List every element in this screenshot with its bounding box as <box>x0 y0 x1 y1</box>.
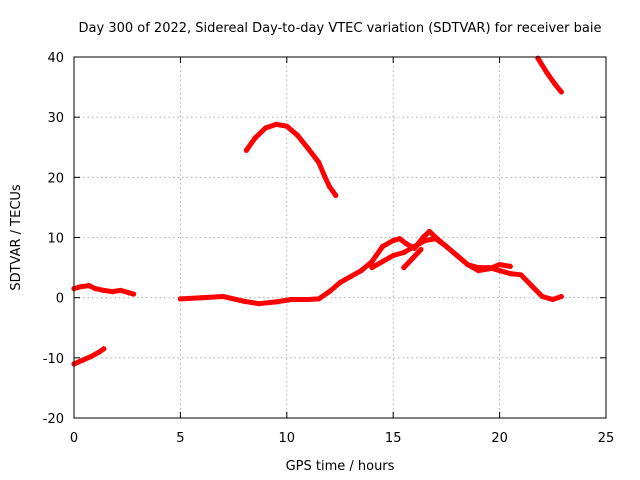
data-point <box>403 240 409 247</box>
data-point <box>390 252 396 259</box>
y-tick-label: 0 <box>56 292 64 307</box>
x-tick-label: 10 <box>279 431 296 446</box>
y-axis-title: SDTVAR / TECUs <box>9 184 24 291</box>
data-point <box>262 125 269 131</box>
data-point <box>96 349 103 355</box>
data-point <box>369 258 375 265</box>
data-point <box>79 357 86 363</box>
data-point <box>535 55 541 61</box>
data-point <box>396 236 403 242</box>
data-point <box>101 346 107 352</box>
data-point <box>284 123 290 129</box>
data-point <box>558 293 564 300</box>
chart-title: Day 300 of 2022, Sidereal Day-to-day VTE… <box>79 21 602 36</box>
data-point <box>326 289 332 295</box>
data-point <box>539 293 545 300</box>
data-point <box>379 258 386 265</box>
data-point <box>518 272 524 278</box>
data-point <box>454 252 460 259</box>
data-point <box>507 271 513 277</box>
x-tick-label: 25 <box>598 431 615 446</box>
data-point <box>552 81 558 87</box>
data-point <box>273 299 279 305</box>
data-point <box>294 132 301 138</box>
data-point <box>177 296 183 302</box>
series-line-segment-7 <box>535 55 564 95</box>
x-axis-title: GPS time / hours <box>286 459 395 474</box>
data-point <box>401 264 407 271</box>
data-point <box>241 298 247 304</box>
data-point <box>86 283 92 289</box>
data-point <box>550 296 556 303</box>
data-point <box>418 246 424 253</box>
data-point <box>409 255 415 262</box>
series-line-segment-6 <box>243 121 339 198</box>
data-point <box>273 121 279 127</box>
data-point <box>199 295 205 301</box>
data-point <box>486 266 492 272</box>
data-point <box>401 249 407 256</box>
data-point <box>443 243 449 250</box>
data-point <box>243 147 249 153</box>
data-point <box>316 159 322 165</box>
data-point <box>252 135 258 141</box>
data-point <box>433 236 439 242</box>
data-point <box>288 296 294 303</box>
grid <box>74 57 606 418</box>
data-point <box>497 267 503 274</box>
y-tick-label: -10 <box>43 352 64 367</box>
data-point <box>369 264 375 271</box>
data-point <box>348 274 354 280</box>
data-point <box>109 289 115 295</box>
data-point <box>333 192 339 198</box>
data-point <box>118 287 124 294</box>
data-point <box>326 183 332 189</box>
y-tick-label: -20 <box>43 412 64 427</box>
data-point <box>92 286 98 292</box>
data-point <box>305 296 311 303</box>
data-point <box>101 287 107 294</box>
data-point <box>220 293 226 300</box>
data-point <box>426 228 432 235</box>
data-point <box>130 291 137 297</box>
x-tick-label: 20 <box>491 431 508 446</box>
data-point <box>475 267 481 274</box>
data-point <box>558 89 564 95</box>
data-point <box>497 261 503 268</box>
data-point <box>390 237 396 244</box>
data-point <box>358 267 364 274</box>
data-point <box>411 243 418 250</box>
series-group <box>71 55 564 367</box>
data-point <box>507 263 513 269</box>
x-tick-label: 0 <box>70 431 78 446</box>
x-tick-label: 5 <box>176 431 184 446</box>
data-point <box>305 145 311 152</box>
data-point <box>322 174 328 180</box>
axis-ticks: 0 5 10 15 20 25 -20 -10 0 10 20 30 40 <box>43 51 615 446</box>
data-point <box>256 301 262 307</box>
y-tick-label: 20 <box>47 171 64 186</box>
data-point <box>379 243 386 250</box>
data-point <box>77 284 83 290</box>
data-point <box>422 237 428 244</box>
x-tick-label: 15 <box>385 431 402 446</box>
data-point <box>465 261 471 268</box>
y-tick-label: 10 <box>47 232 64 247</box>
data-point <box>543 69 550 75</box>
data-point <box>316 296 322 302</box>
data-point <box>337 280 343 286</box>
data-point <box>88 354 94 360</box>
data-point <box>126 290 132 296</box>
y-tick-label: 30 <box>47 111 64 126</box>
y-tick-label: 40 <box>47 51 64 66</box>
series-line-segment-3 <box>177 229 564 307</box>
data-point <box>528 283 535 289</box>
